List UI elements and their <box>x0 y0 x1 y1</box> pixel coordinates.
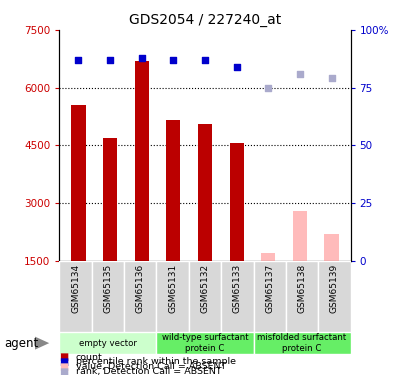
Text: GSM65138: GSM65138 <box>297 264 306 313</box>
Point <box>328 75 334 81</box>
Bar <box>134 61 148 261</box>
Text: GSM65132: GSM65132 <box>200 264 209 313</box>
Text: GSM65137: GSM65137 <box>265 264 274 313</box>
Bar <box>103 138 117 261</box>
Text: empty vector: empty vector <box>79 339 137 348</box>
Bar <box>285 261 317 332</box>
Text: GSM65133: GSM65133 <box>232 264 241 313</box>
Point <box>170 57 176 63</box>
Bar <box>156 261 189 332</box>
Point <box>233 64 239 70</box>
Bar <box>292 211 306 261</box>
Text: ■: ■ <box>59 352 69 362</box>
Polygon shape <box>35 337 49 350</box>
Bar <box>189 261 220 332</box>
Point <box>138 55 145 61</box>
Bar <box>166 120 180 261</box>
Text: GSM65135: GSM65135 <box>103 264 112 313</box>
Point <box>201 57 208 63</box>
Text: count: count <box>76 352 102 362</box>
Point <box>296 71 303 77</box>
Text: value, Detection Call = ABSENT: value, Detection Call = ABSENT <box>76 362 225 371</box>
Text: GSM65134: GSM65134 <box>71 264 80 313</box>
Bar <box>253 332 350 354</box>
Text: ■: ■ <box>59 357 69 367</box>
Point <box>75 57 81 63</box>
Bar <box>261 253 275 261</box>
Bar <box>71 105 85 261</box>
Bar <box>317 261 350 332</box>
Text: misfolded surfactant
protein C: misfolded surfactant protein C <box>257 333 346 353</box>
Text: wild-type surfactant
protein C: wild-type surfactant protein C <box>161 333 248 353</box>
Bar <box>253 261 285 332</box>
Bar <box>198 124 211 261</box>
Bar <box>229 143 243 261</box>
Text: rank, Detection Call = ABSENT: rank, Detection Call = ABSENT <box>76 367 221 375</box>
Bar <box>220 261 253 332</box>
Text: percentile rank within the sample: percentile rank within the sample <box>76 357 235 366</box>
Text: ■: ■ <box>59 367 69 375</box>
Bar <box>324 234 338 261</box>
Text: GSM65139: GSM65139 <box>329 264 338 313</box>
Point <box>264 85 271 91</box>
Text: agent: agent <box>4 337 38 350</box>
Bar <box>59 261 92 332</box>
Bar <box>124 261 156 332</box>
Bar <box>59 332 156 354</box>
Text: ■: ■ <box>59 362 69 372</box>
Point <box>106 57 113 63</box>
Text: GSM65136: GSM65136 <box>135 264 144 313</box>
Bar <box>156 332 253 354</box>
Text: GSM65131: GSM65131 <box>168 264 177 313</box>
Text: GDS2054 / 227240_at: GDS2054 / 227240_at <box>128 13 281 27</box>
Bar <box>92 261 124 332</box>
